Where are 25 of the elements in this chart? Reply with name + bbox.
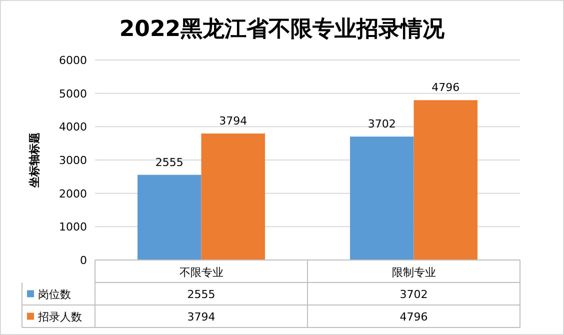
y-tick-label: 0 — [80, 254, 87, 267]
y-tick-label: 5000 — [59, 87, 87, 100]
text: 2555 — [187, 288, 216, 301]
data-label: 2555 — [155, 156, 184, 169]
legend-label: 招录人数 — [37, 310, 82, 324]
chart-title: 2022黑龙江省不限专业招录情况 — [119, 17, 446, 42]
y-axis-title: 坐标轴标题 — [28, 132, 41, 188]
text: 3702 — [400, 288, 428, 301]
x-tick-label: 不限专业 — [179, 266, 224, 279]
y-tick-label: 2000 — [59, 187, 87, 200]
bar — [201, 134, 265, 260]
y-tick-label: 1000 — [59, 220, 87, 234]
y-tick-label: 6000 — [59, 54, 87, 67]
y-tick-label: 3000 — [59, 154, 87, 167]
x-tick-label: 限制专业 — [392, 266, 436, 279]
text: 4796 — [400, 310, 428, 324]
data-label: 4796 — [432, 81, 460, 94]
data-label: 3794 — [219, 114, 248, 128]
legend-label: 岗位数 — [38, 288, 71, 301]
data-label: 3702 — [368, 118, 396, 131]
text: 3794 — [187, 310, 216, 324]
bar — [414, 100, 478, 260]
bar — [138, 174, 202, 260]
y-tick-label: 4000 — [59, 120, 87, 134]
bar — [350, 136, 414, 260]
